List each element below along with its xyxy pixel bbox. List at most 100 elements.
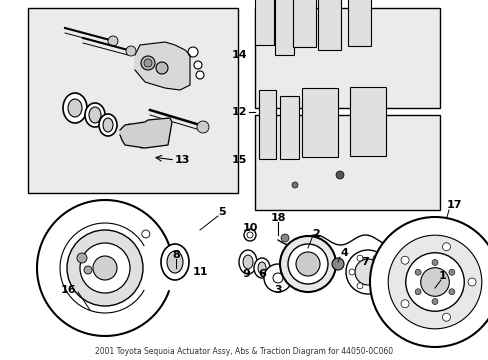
Text: 2001 Toyota Sequoia Actuator Assy, Abs & Traction Diagram for 44050-0C060: 2001 Toyota Sequoia Actuator Assy, Abs &… (95, 347, 392, 356)
Text: 14: 14 (231, 50, 246, 60)
Circle shape (414, 289, 420, 295)
Circle shape (156, 62, 168, 74)
Circle shape (442, 313, 449, 321)
Circle shape (141, 56, 155, 70)
Ellipse shape (253, 258, 269, 278)
Circle shape (354, 259, 380, 285)
Circle shape (405, 253, 463, 311)
Bar (254, 115, 439, 210)
Circle shape (431, 260, 437, 266)
Circle shape (281, 234, 288, 242)
Circle shape (80, 243, 130, 293)
Circle shape (435, 245, 445, 255)
Ellipse shape (103, 118, 113, 132)
FancyBboxPatch shape (350, 87, 386, 157)
Text: 5: 5 (218, 207, 225, 217)
Circle shape (142, 230, 149, 238)
Circle shape (441, 284, 449, 292)
Text: 16: 16 (60, 285, 76, 295)
Circle shape (126, 46, 136, 56)
Text: 15: 15 (231, 155, 246, 165)
Circle shape (287, 244, 327, 284)
Text: 8: 8 (172, 250, 180, 260)
Circle shape (84, 266, 92, 274)
Circle shape (291, 182, 297, 188)
Circle shape (431, 298, 437, 305)
Circle shape (295, 252, 319, 276)
Circle shape (467, 278, 475, 286)
FancyBboxPatch shape (293, 0, 316, 48)
Circle shape (331, 258, 343, 270)
Circle shape (244, 229, 256, 241)
Text: 17: 17 (446, 200, 461, 210)
Ellipse shape (243, 255, 252, 269)
Bar (254, 8, 439, 108)
FancyBboxPatch shape (302, 89, 338, 157)
Ellipse shape (89, 107, 101, 123)
Circle shape (414, 269, 420, 275)
Polygon shape (120, 118, 172, 148)
Ellipse shape (136, 132, 148, 148)
Circle shape (197, 121, 208, 133)
FancyBboxPatch shape (318, 0, 341, 50)
Text: 12: 12 (231, 107, 246, 117)
Text: 1: 1 (438, 271, 446, 281)
Circle shape (372, 283, 378, 289)
FancyBboxPatch shape (275, 0, 294, 55)
Circle shape (415, 234, 423, 242)
Circle shape (369, 217, 488, 347)
Circle shape (356, 283, 362, 289)
Ellipse shape (161, 244, 189, 280)
Circle shape (380, 269, 386, 275)
Text: 10: 10 (242, 223, 257, 233)
Text: 6: 6 (258, 269, 265, 279)
Circle shape (272, 273, 283, 283)
Text: 13: 13 (174, 155, 189, 165)
FancyBboxPatch shape (348, 0, 371, 46)
Circle shape (67, 230, 142, 306)
Bar (28, 8, 238, 193)
Ellipse shape (150, 124, 162, 142)
Circle shape (400, 256, 408, 264)
Circle shape (356, 255, 362, 261)
Circle shape (448, 289, 454, 295)
Circle shape (335, 171, 343, 179)
Circle shape (280, 236, 335, 292)
Text: 9: 9 (242, 269, 249, 279)
Ellipse shape (63, 93, 87, 123)
Ellipse shape (85, 103, 105, 127)
Circle shape (196, 71, 203, 79)
Circle shape (108, 36, 118, 46)
Circle shape (246, 232, 252, 238)
Circle shape (442, 243, 449, 251)
Ellipse shape (258, 262, 265, 274)
Text: 7: 7 (360, 257, 368, 267)
Circle shape (387, 235, 481, 329)
FancyBboxPatch shape (280, 96, 299, 159)
Circle shape (93, 256, 117, 280)
Text: 3: 3 (274, 285, 281, 295)
Circle shape (346, 250, 389, 294)
Ellipse shape (239, 250, 257, 274)
Circle shape (194, 61, 202, 69)
Circle shape (187, 47, 198, 57)
Text: 4: 4 (339, 248, 347, 258)
Circle shape (348, 269, 354, 275)
Circle shape (448, 269, 454, 275)
Ellipse shape (99, 114, 117, 136)
Circle shape (372, 255, 378, 261)
Polygon shape (135, 42, 190, 90)
Ellipse shape (123, 124, 137, 142)
Ellipse shape (167, 251, 183, 273)
Text: 11: 11 (192, 267, 207, 277)
Text: 18: 18 (270, 213, 285, 223)
FancyBboxPatch shape (255, 0, 274, 45)
Circle shape (77, 253, 87, 263)
Text: 2: 2 (311, 229, 319, 239)
Circle shape (264, 264, 291, 292)
FancyBboxPatch shape (259, 90, 276, 159)
Circle shape (143, 59, 152, 67)
Circle shape (400, 300, 408, 308)
Ellipse shape (68, 99, 82, 117)
Circle shape (420, 268, 448, 296)
